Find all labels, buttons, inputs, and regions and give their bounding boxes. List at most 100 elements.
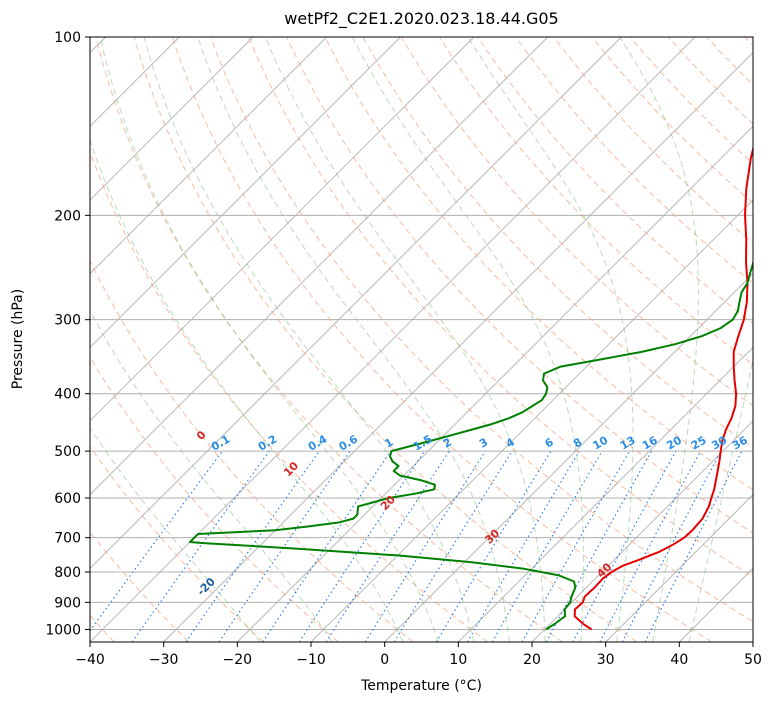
- x-tick-label: 10: [449, 652, 467, 668]
- x-axis-label: Temperature (°C): [361, 678, 482, 694]
- y-tick-label: 500: [54, 444, 81, 460]
- dry-adiabat-line: [90, 614, 115, 642]
- y-tick-label: 200: [54, 208, 81, 224]
- dry-adiabat-line: [362, 37, 753, 449]
- isotherm-line: [90, 37, 696, 642]
- mixing-ratio-line: [90, 450, 223, 632]
- x-tick-label: −20: [223, 652, 253, 668]
- isotherm-line: [531, 420, 753, 642]
- y-tick-label: 600: [54, 491, 81, 507]
- mixing-ratio-label: 13: [618, 434, 638, 453]
- dewpoint-line: [188, 260, 753, 631]
- moist-adiabat-line: [619, 37, 699, 642]
- dry-adiabat-line: [439, 37, 753, 366]
- isotherm-line: [90, 37, 622, 569]
- dry-adiabat-line: [171, 37, 712, 642]
- x-tick-label: 0: [380, 652, 389, 668]
- mixing-ratio-line: [467, 450, 580, 642]
- mixing-ratio-label: 0.6: [337, 432, 361, 453]
- y-tick-label: 100: [54, 30, 81, 46]
- x-tick-label: 50: [744, 652, 762, 668]
- dry-adiabat-line: [90, 445, 264, 642]
- temperature-line: [573, 145, 753, 631]
- mixing-ratio-label: 20: [664, 433, 684, 452]
- x-tick-label: 20: [523, 652, 541, 668]
- dry-adiabat-line: [0, 37, 39, 642]
- dry-adiabat-line: [248, 37, 753, 578]
- isotherm-line: [0, 37, 32, 642]
- mixing-ratio-line: [185, 450, 320, 642]
- data-series: [188, 145, 753, 631]
- mixing-ratio-line: [572, 450, 677, 642]
- moist-adiabat-line: [264, 37, 546, 642]
- mixing-ratio-line: [262, 450, 392, 642]
- dry-adiabat-label: 0: [194, 428, 209, 443]
- dry-adiabat-label: 40: [594, 560, 614, 580]
- mixing-ratio-line: [298, 450, 425, 642]
- dry-adiabat-line: [668, 37, 753, 125]
- mixing-ratio-line: [599, 450, 702, 642]
- mixing-ratio-line: [218, 450, 351, 642]
- x-tick-label: −40: [75, 652, 105, 668]
- isotherm-line: [90, 37, 327, 275]
- mixing-ratio-label: 8: [571, 436, 584, 451]
- moist-adiabat-line: [90, 138, 404, 642]
- y-tick-label: 800: [54, 565, 81, 581]
- axes: −40 −30 −20 −10 0 10 20 30 40 5010020030040050060…: [45, 30, 762, 668]
- isotherm-line: [752, 641, 753, 642]
- y-tick-label: 700: [54, 531, 81, 547]
- isotherm-line: [458, 346, 753, 642]
- dry-adiabat-line: [90, 150, 488, 642]
- x-tick-label: −30: [149, 652, 179, 668]
- plot-frame: [89, 36, 754, 643]
- mixing-ratio-line: [131, 450, 270, 642]
- mixing-ratio-line: [491, 450, 603, 642]
- isotherm-line: [90, 37, 254, 201]
- moist-adiabat-line: [197, 37, 510, 642]
- moist-adiabat-line: [688, 357, 753, 642]
- dry-adiabat-line: [90, 356, 339, 642]
- moist-adiabat-line: [467, 37, 634, 642]
- isotherm-line: [90, 37, 475, 422]
- isotherm-line: [605, 494, 753, 642]
- isotherm-line: [237, 125, 753, 642]
- y-tick-label: 300: [54, 313, 81, 329]
- mixing-ratio-label: 16: [640, 433, 660, 452]
- isotherm-line: [90, 37, 401, 348]
- isotherm-line: [163, 52, 753, 642]
- dry-adiabat-line: [591, 37, 753, 204]
- dry-adiabat-line: [210, 37, 753, 623]
- x-tick-label: 30: [597, 652, 615, 668]
- mixing-ratio-line: [644, 450, 743, 642]
- moist-adiabat-line: [90, 309, 333, 642]
- moist-adiabat-line: [99, 37, 439, 642]
- background-lines: [0, 37, 753, 642]
- dry-adiabat-line: [744, 37, 753, 47]
- dry-adiabat-line: [629, 37, 753, 165]
- mixing-ratio-line: [325, 450, 450, 642]
- mixing-ratio-line: [435, 450, 552, 642]
- mixing-ratio-label: 10: [591, 433, 611, 452]
- mixing-ratio-label: 6: [543, 435, 556, 450]
- mixing-ratio-line: [545, 450, 653, 642]
- y-tick-label: 900: [54, 595, 81, 611]
- mixing-ratio-label: 30: [709, 433, 729, 452]
- dry-adiabat-line: [90, 531, 190, 642]
- mixing-ratio-line: [393, 450, 513, 642]
- dry-adiabat-line: [133, 37, 638, 642]
- dry-adiabat-line: [477, 37, 753, 325]
- x-tick-label: 40: [670, 652, 688, 668]
- y-tick-label: 400: [54, 387, 81, 403]
- dry-adiabat-line: [706, 37, 753, 86]
- dry-adiabat-line: [90, 259, 414, 642]
- line-labels: 0.1 0.2 0.4 0.6 1 1.5 2 3 4 6 8 10 13 16 20 25 30 36-2001…: [194, 428, 750, 598]
- x-tick-label: −10: [296, 652, 326, 668]
- dry-adiabat-line: [553, 37, 753, 244]
- moist-adiabat-line: [90, 427, 261, 642]
- isotherm-line: [90, 37, 548, 496]
- mixing-ratio-label: 36: [730, 433, 750, 452]
- moist-adiabat-line: [143, 37, 475, 642]
- chart-title: wetPf2_C2E1.2020.023.18.44.G05: [284, 9, 559, 28]
- y-tick-label: 1000: [45, 622, 81, 638]
